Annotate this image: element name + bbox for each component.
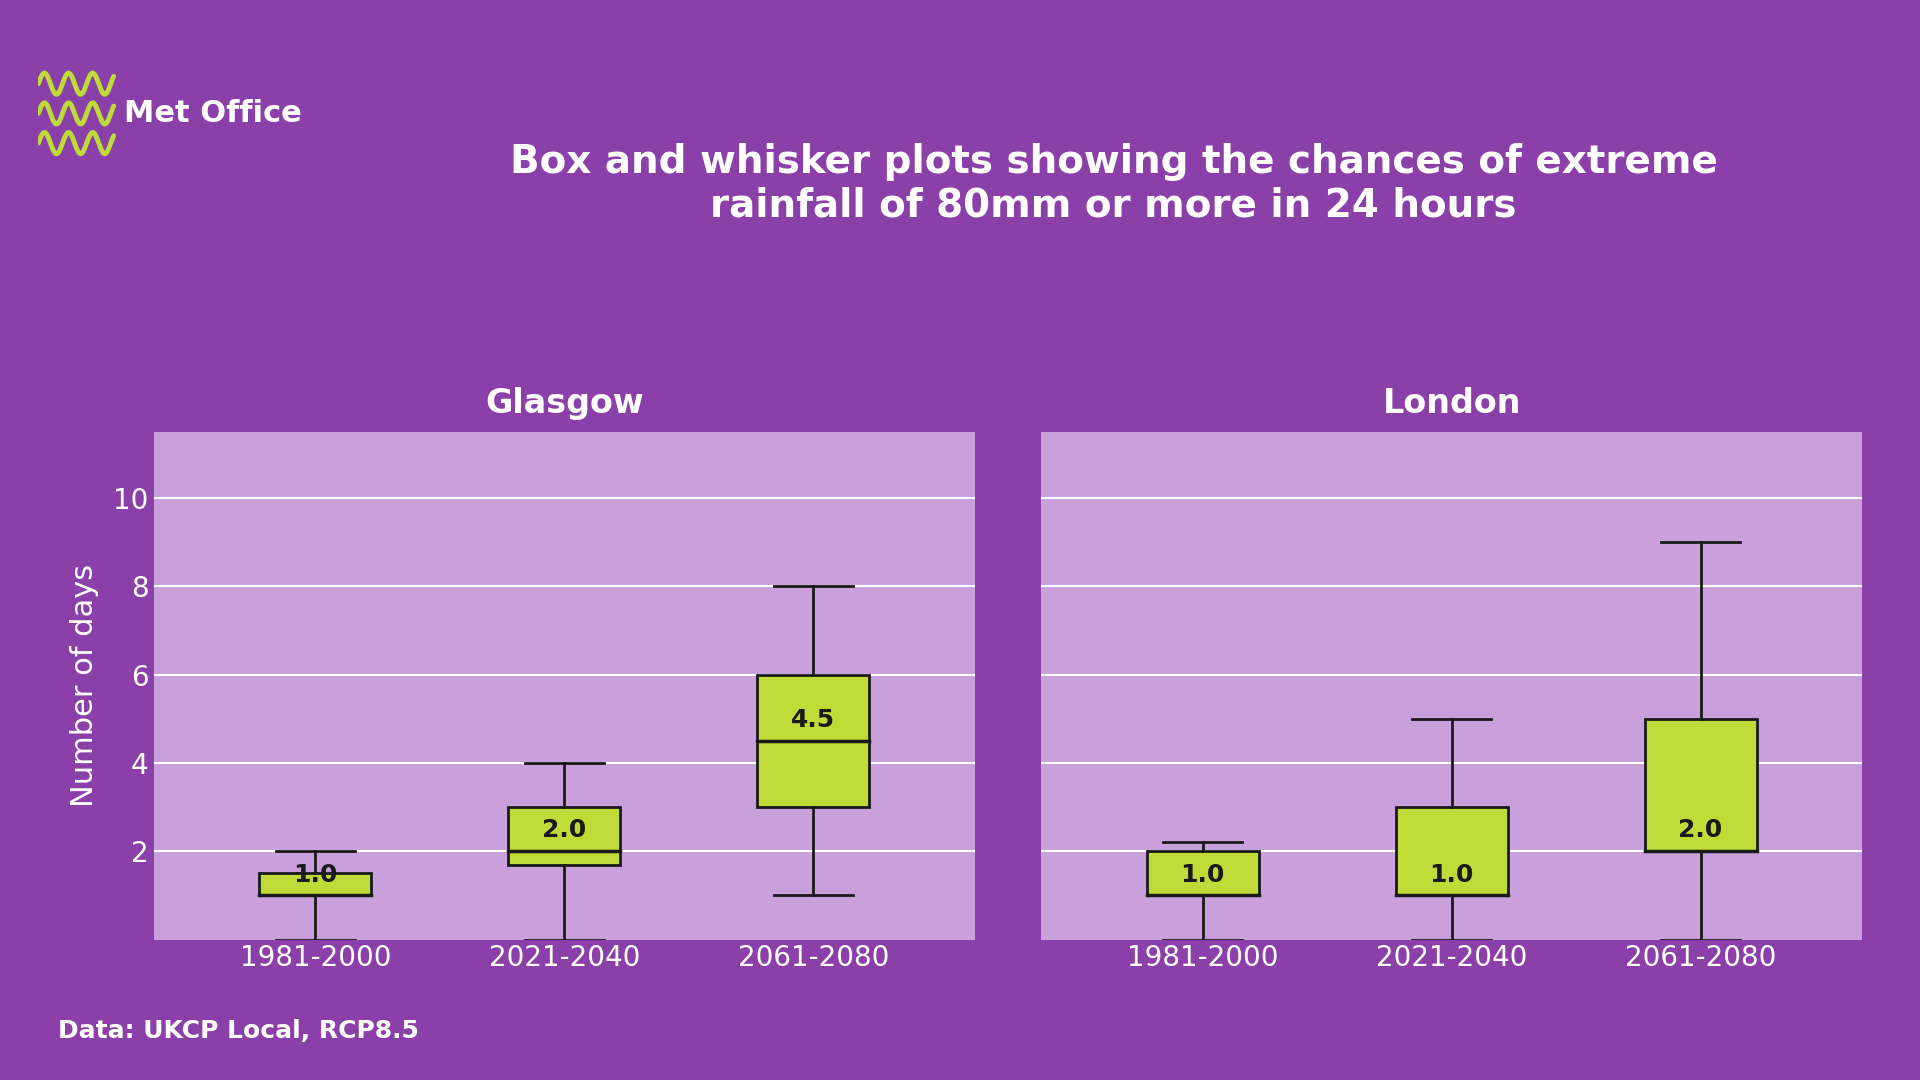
Bar	[1146, 851, 1260, 895]
Y-axis label: Number of days: Number of days	[71, 564, 100, 808]
Bar	[509, 807, 620, 865]
Text: 2.0: 2.0	[541, 819, 586, 842]
Bar	[1645, 719, 1757, 851]
Text: Met Office: Met Office	[125, 99, 301, 127]
Bar	[756, 675, 870, 807]
Text: 1.0: 1.0	[1181, 863, 1225, 887]
Bar	[1396, 807, 1507, 895]
Bar	[259, 874, 371, 895]
Title: Glasgow: Glasgow	[486, 387, 643, 419]
Text: 2.0: 2.0	[1678, 819, 1722, 842]
Text: Box and whisker plots showing the chances of extreme
rainfall of 80mm or more in: Box and whisker plots showing the chance…	[509, 143, 1718, 225]
Text: 4.5: 4.5	[791, 708, 835, 732]
Text: Data: UKCP Local, RCP8.5: Data: UKCP Local, RCP8.5	[58, 1020, 419, 1043]
Text: 1.0: 1.0	[1430, 863, 1475, 887]
Text: 1.0: 1.0	[294, 863, 338, 887]
Title: London: London	[1382, 387, 1521, 419]
